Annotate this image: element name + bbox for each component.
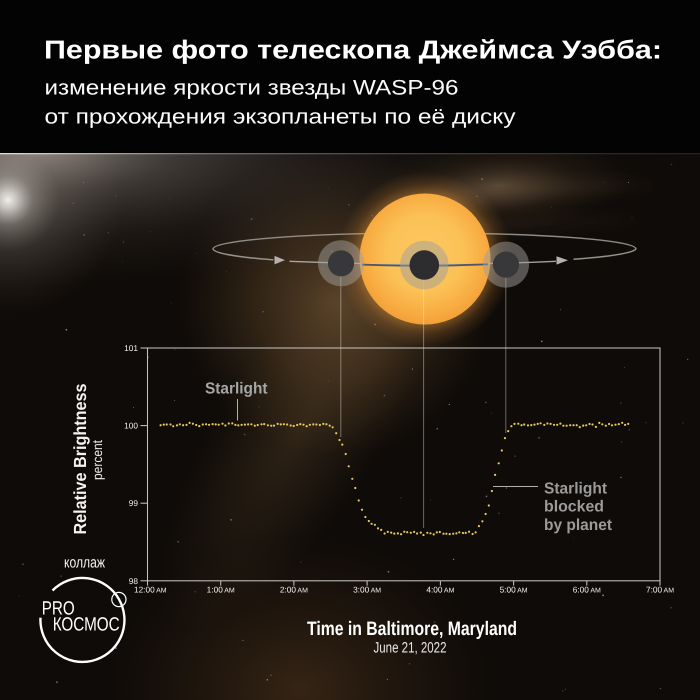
- svg-text:7:00 AM: 7:00 AM: [646, 585, 674, 595]
- svg-text:blocked: blocked: [544, 499, 604, 516]
- svg-text:Relative Brightness: Relative Brightness: [70, 383, 90, 534]
- svg-text:Starlight: Starlight: [205, 380, 268, 397]
- svg-text:98: 98: [129, 576, 139, 586]
- svg-text:12:00 AM: 12:00 AM: [134, 585, 167, 595]
- svg-text:изменение яркости звезды WASP-: изменение яркости звезды WASP-96: [45, 77, 459, 100]
- svg-text:Первые фото телескопа Джеймса: Первые фото телескопа Джеймса Уэбба:: [44, 35, 662, 65]
- svg-text:3:00 AM: 3:00 AM: [353, 585, 381, 595]
- svg-text:PRO: PRO: [42, 599, 75, 620]
- svg-text:4:00 AM: 4:00 AM: [426, 585, 454, 595]
- svg-text:99: 99: [129, 498, 139, 508]
- svg-text:percent: percent: [90, 440, 105, 480]
- svg-text:1:00 AM: 1:00 AM: [207, 585, 235, 595]
- svg-text:Starlight: Starlight: [544, 480, 608, 497]
- svg-text:Time in Baltimore, Maryland: Time in Baltimore, Maryland: [307, 618, 517, 640]
- svg-text:101: 101: [124, 343, 138, 353]
- svg-text:5:00 AM: 5:00 AM: [500, 585, 528, 595]
- svg-text:коллаж: коллаж: [64, 554, 105, 571]
- svg-text:100: 100: [124, 421, 138, 431]
- svg-text:by planet: by planet: [544, 517, 613, 534]
- svg-text:June 21, 2022: June 21, 2022: [374, 640, 447, 657]
- svg-text:от прохождения экзопланеты по: от прохождения экзопланеты по её диску: [45, 106, 517, 129]
- svg-text:КОСМОС: КОСМОС: [53, 615, 120, 636]
- svg-text:6:00 AM: 6:00 AM: [573, 585, 601, 595]
- svg-text:2:00 AM: 2:00 AM: [280, 585, 308, 595]
